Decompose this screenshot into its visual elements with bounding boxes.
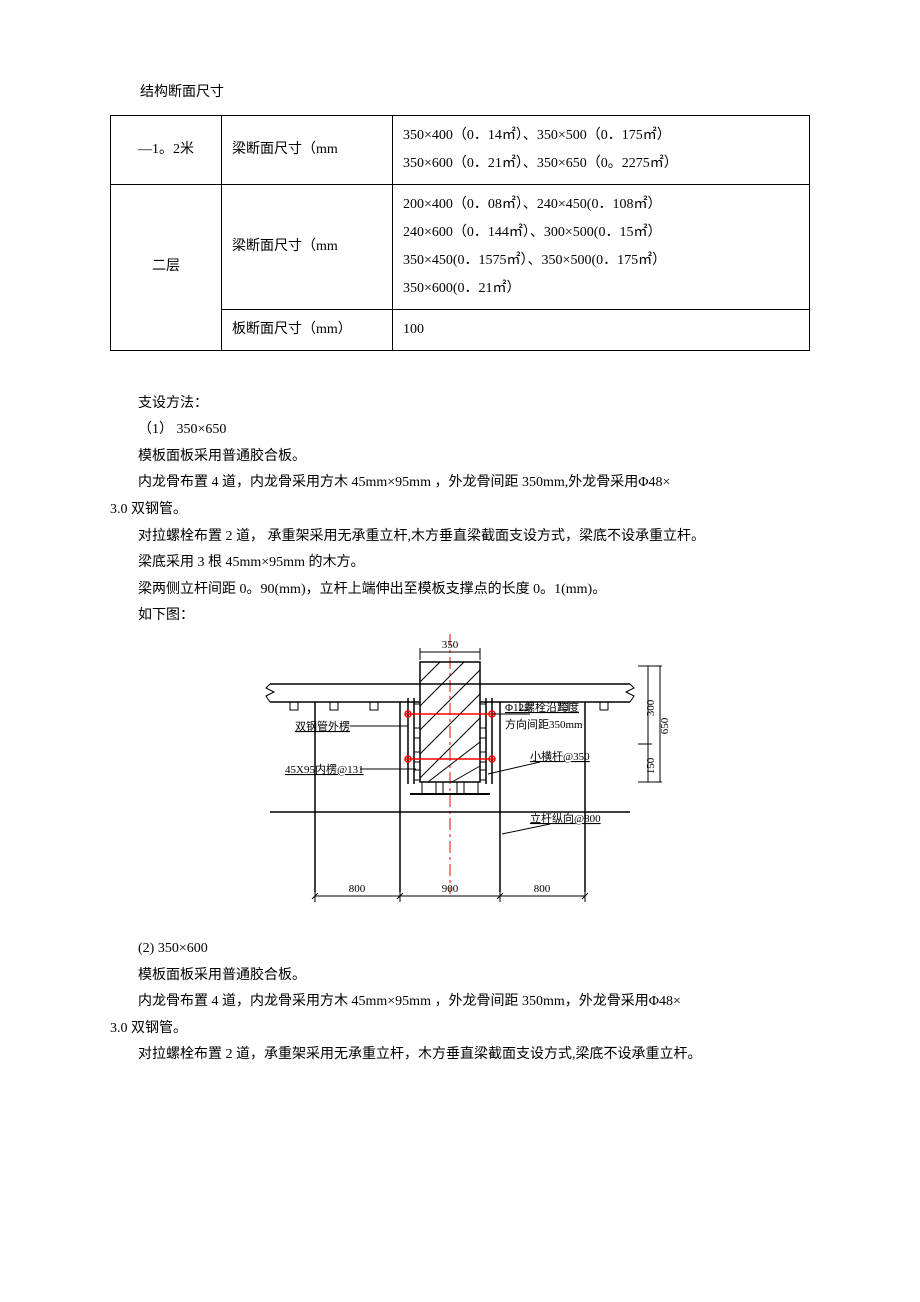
body-text: 模板面板采用普通胶合板。 — [110, 963, 810, 990]
body-text: 梁底采用 3 根 45mm×95mm 的木方。 — [110, 550, 810, 577]
dim-right-total: 650 — [659, 717, 671, 734]
body-text: 内龙骨布置 4 道，内龙骨采用方木 45mm×95mm ，外龙骨间距 350mm… — [110, 989, 810, 1016]
cell-values: 100 — [393, 309, 810, 350]
body-text: 对拉螺栓布置 2 道， 承重架采用无承重立杆,木方垂直梁截面支设方式，梁底不设承… — [110, 524, 810, 551]
annot-right-3: 立杆纵向@800 — [530, 811, 601, 825]
cell-param: 梁断面尺寸（mm — [222, 184, 393, 309]
body-text: 梁两侧立杆间距 0。90(mm)，立杆上端伸出至模板支撑点的长度 0。1(mm)… — [110, 577, 810, 604]
body-text: 对拉螺栓布置 2 道，承重架采用无承重立杆，木方垂直梁截面支设方式,梁底不设承重… — [110, 1042, 810, 1069]
beam-section-diagram: 350 — [110, 634, 810, 924]
dim-right-lower: 150 — [645, 757, 657, 774]
table-row: —1。2米 梁断面尺寸（mm 350×400（0．14㎡）、350×500（0．… — [111, 115, 810, 184]
dim-bottom-3: 800 — [534, 883, 551, 895]
annot-right-2: 小横杆@350 — [530, 749, 590, 763]
annot-left-upper: 双钢管外楞 — [295, 719, 350, 733]
dim-right-upper: 300 — [645, 699, 657, 716]
annot-left-lower: 45X95内楞@131 — [285, 762, 364, 776]
dimension-table: —1。2米 梁断面尺寸（mm 350×400（0．14㎡）、350×500（0．… — [110, 115, 810, 351]
method-heading: 支设方法： — [110, 391, 810, 418]
section-title: 结构断面尺寸 — [140, 80, 810, 107]
body-text: 如下图： — [110, 603, 810, 630]
annot-right-1b: 方向间距350mm — [505, 717, 583, 731]
cell-values: 350×400（0．14㎡）、350×500（0．175㎡） 350×600（0… — [393, 115, 810, 184]
table-row: 二层 梁断面尺寸（mm 200×400（0．08㎡）、240×450(0．108… — [111, 184, 810, 309]
dim-bottom-1: 800 — [349, 883, 366, 895]
body-text: 内龙骨布置 4 道，内龙骨采用方木 45mm×95mm ，外龙骨间距 350mm… — [110, 470, 810, 497]
item2-heading: (2) 350×600 — [110, 936, 810, 963]
cell-param: 梁断面尺寸（mm — [222, 115, 393, 184]
dim-top: 350 — [442, 639, 459, 651]
cell-level: 二层 — [111, 184, 222, 350]
cell-param: 板断面尺寸（mm） — [222, 309, 393, 350]
body-text: 模板面板采用普通胶合板。 — [110, 444, 810, 471]
dim-bottom-2: 900 — [442, 883, 459, 895]
cell-values: 200×400（0．08㎡）、240×450(0．108㎡） 240×600（0… — [393, 184, 810, 309]
cell-level: —1。2米 — [111, 115, 222, 184]
annot-right-1a: Φ12螺栓沿跨度 — [505, 700, 579, 714]
body-text: 3.0 双钢管。 — [110, 497, 810, 524]
item1-heading: （1） 350×650 — [110, 417, 810, 444]
body-text: 3.0 双钢管。 — [110, 1016, 810, 1043]
